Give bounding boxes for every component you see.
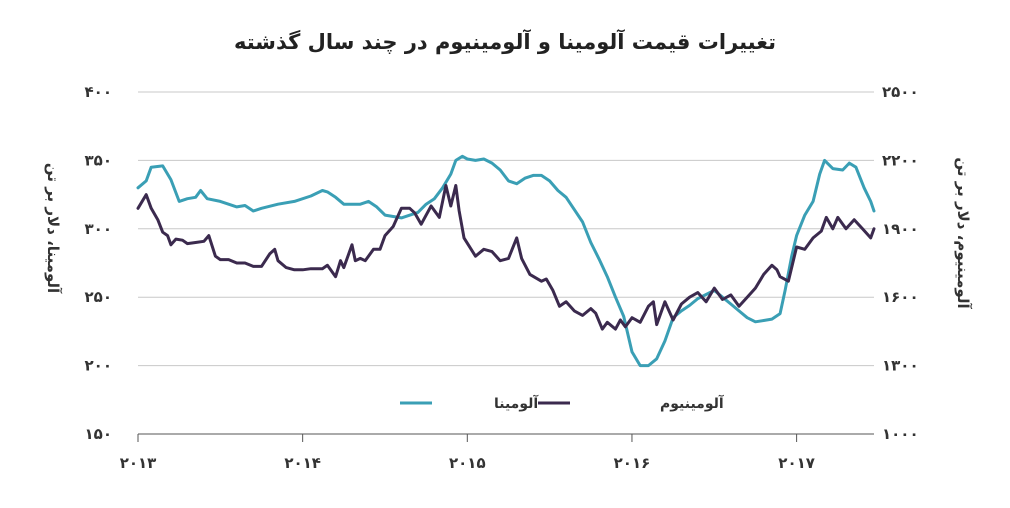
gridlines (138, 91, 874, 367)
x-axis: ۲۰۱۳ ۲۰۱۴ ۲۰۱۵ ۲۰۱۶ ۲۰۱۷ (120, 433, 874, 472)
right-y-tick-label: ۱۳۰۰ (882, 357, 919, 375)
series-line-alumina (136, 154, 876, 368)
right-y-axis: ۱۰۰۰ ۱۳۰۰ ۱۶۰۰ ۱۹۰۰ ۲۲۰۰ ۲۵۰۰ (882, 83, 919, 443)
series-lines (136, 154, 876, 368)
right-axis-title: آلومینیوم، دلار بر تن (954, 157, 972, 309)
right-y-tick-label: ۱۰۰۰ (882, 425, 919, 443)
x-tick-label: ۲۰۱۵ (449, 454, 486, 472)
left-y-axis: ۱۵۰ ۲۰۰ ۲۵۰ ۳۰۰ ۳۵۰ ۴۰۰ (85, 83, 112, 443)
x-tick-label: ۲۰۱۴ (284, 454, 321, 472)
x-tick-label: ۲۰۱۳ (120, 454, 157, 472)
legend-item-alumina: آلومینا (494, 394, 539, 412)
legend-item-aluminium: آلومینیوم (660, 394, 725, 412)
left-axis-title: آلومینا، دلار بر تن (44, 163, 62, 294)
x-tick-label: ۲۰۱۶ (614, 454, 651, 472)
x-tick-label: ۲۰۱۷ (778, 454, 815, 472)
legend: آلومینا آلومینیوم (400, 394, 725, 412)
series-line-aluminium (136, 184, 876, 331)
right-y-tick-label: ۱۶۰۰ (882, 288, 919, 306)
left-y-tick-label: ۳۵۰ (85, 151, 112, 169)
chart-title: تغییرات قیمت آلومینا و آلومینیوم در چند … (234, 30, 776, 54)
right-y-tick-label: ۱۹۰۰ (882, 220, 919, 238)
left-y-tick-label: ۴۰۰ (85, 83, 112, 101)
right-y-tick-label: ۲۵۰۰ (882, 83, 919, 101)
left-y-tick-label: ۲۰۰ (85, 357, 112, 375)
left-y-tick-label: ۳۰۰ (85, 220, 112, 238)
left-y-tick-label: ۱۵۰ (85, 425, 112, 443)
left-y-tick-label: ۲۵۰ (85, 288, 112, 306)
right-y-tick-label: ۲۲۰۰ (882, 151, 919, 169)
